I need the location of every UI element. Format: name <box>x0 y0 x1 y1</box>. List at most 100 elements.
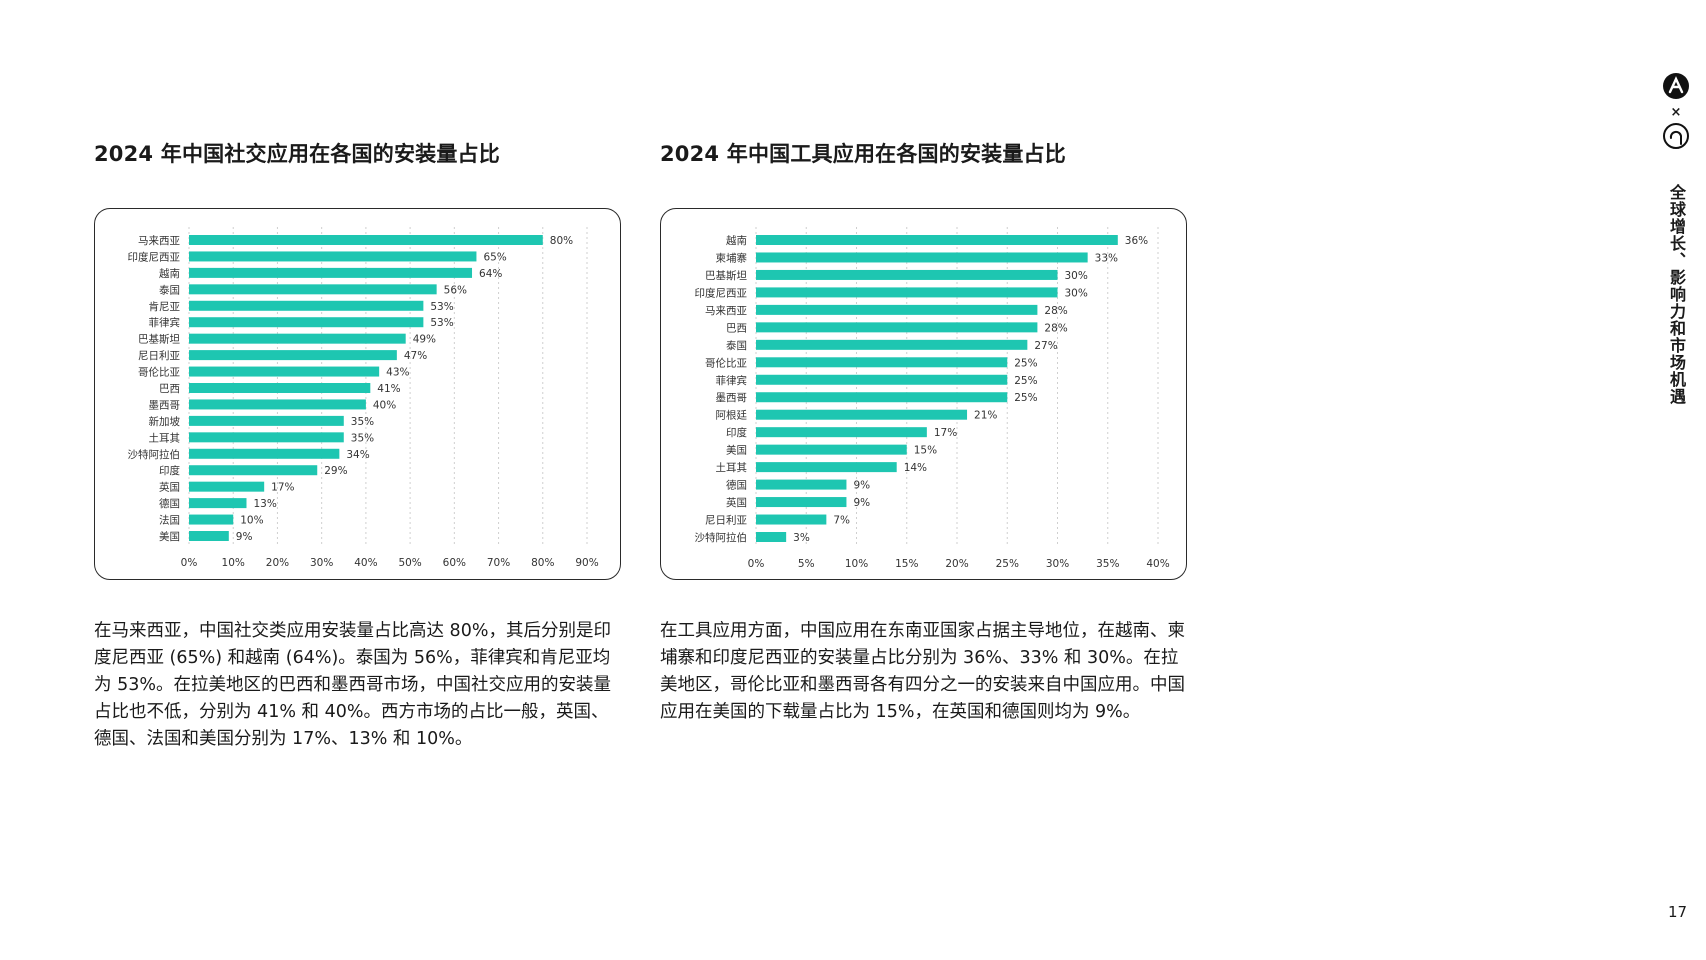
tool-category-label: 沙特阿拉伯 <box>695 531 748 544</box>
social-tick-label: 40% <box>354 557 377 569</box>
social-bar <box>189 235 543 245</box>
social-value-label: 56% <box>444 284 467 296</box>
social-value-label: 43% <box>386 367 409 379</box>
tool-category-label: 土耳其 <box>716 461 748 474</box>
social-bar <box>189 350 397 361</box>
social-value-label: 41% <box>377 383 400 395</box>
social-value-label: 34% <box>346 449 369 461</box>
social-chart-description: 在马来西亚，中国社交类应用安装量占比高达 80%，其后分别是印度尼西亚 (65%… <box>94 621 611 749</box>
social-bar <box>189 481 265 492</box>
social-category-label: 土耳其 <box>149 431 181 444</box>
social-value-label: 10% <box>240 515 263 527</box>
social-value-label: 9% <box>236 531 253 543</box>
tool-tick-label: 30% <box>1046 558 1069 570</box>
social-bar <box>189 300 424 311</box>
social-chart-svg: 马来西亚 80% 印度尼西亚 65% 越南 64% 泰国 56% 肯尼亚 53% 菲律宾 53% 巴基斯… <box>128 227 599 569</box>
tool-bar <box>756 252 1088 263</box>
tool-tick-label: 5% <box>798 558 815 570</box>
social-category-label: 墨西哥 <box>149 399 181 411</box>
tool-category-label: 阿根廷 <box>716 409 748 422</box>
tool-tick-label: 20% <box>945 558 968 570</box>
social-value-label: 29% <box>324 465 347 477</box>
social-category-label: 沙特阿拉伯 <box>128 448 181 461</box>
partner-logo-icon <box>1663 123 1689 149</box>
tool-category-label: 菲律宾 <box>716 374 748 387</box>
social-tick-label: 30% <box>310 557 333 569</box>
social-value-label: 47% <box>404 350 427 362</box>
cross-symbol: × <box>1670 105 1682 120</box>
tool-bar <box>756 269 1058 280</box>
tool-tick-label: 35% <box>1096 558 1119 570</box>
tool-category-label: 墨西哥 <box>716 392 748 404</box>
tool-bar <box>756 392 1008 403</box>
tool-value-label: 30% <box>1065 287 1088 299</box>
social-chart: 马来西亚 80% 印度尼西亚 65% 越南 64% 泰国 56% 肯尼亚 53% 菲律宾 53% 巴基斯… <box>94 208 621 580</box>
social-value-label: 13% <box>253 498 276 510</box>
social-category-label: 美国 <box>159 530 180 543</box>
tool-value-label: 27% <box>1034 340 1057 352</box>
tool-value-label: 25% <box>1014 375 1037 387</box>
social-tick-label: 0% <box>181 557 198 569</box>
social-bar <box>189 251 477 262</box>
social-bar <box>189 514 234 525</box>
tool-value-label: 14% <box>904 462 927 474</box>
social-value-label: 53% <box>430 301 453 313</box>
tool-value-label: 15% <box>914 445 937 457</box>
tool-value-label: 30% <box>1065 270 1088 282</box>
social-tick-label: 50% <box>398 557 421 569</box>
tool-chart-description: 在工具应用方面，中国应用在东南亚国家占据主导地位，在越南、柬埔寨和印度尼西亚的安… <box>660 621 1185 722</box>
social-category-label: 法国 <box>159 514 180 527</box>
tool-tick-label: 40% <box>1146 558 1169 570</box>
tool-value-label: 25% <box>1014 357 1037 369</box>
social-tick-label: 20% <box>266 557 289 569</box>
social-category-label: 肯尼亚 <box>149 300 181 313</box>
social-category-label: 泰国 <box>159 283 180 296</box>
tool-chart: 越南 36% 柬埔寨 33% 巴基斯坦 30% 印度尼西亚 30% 马来西亚 28% 巴西 28% 泰国… <box>660 208 1187 580</box>
sidebar-brand: × <box>1658 72 1694 154</box>
tool-bar <box>756 514 827 525</box>
social-tick-label: 60% <box>443 557 466 569</box>
tool-category-label: 巴基斯坦 <box>705 269 747 282</box>
tool-category-label: 马来西亚 <box>705 305 747 317</box>
tool-category-label: 巴西 <box>726 322 747 334</box>
tool-bar <box>756 532 787 542</box>
tool-category-label: 印度尼西亚 <box>695 286 748 299</box>
social-bar <box>189 448 340 459</box>
tool-tick-label: 10% <box>845 558 868 570</box>
social-value-label: 35% <box>351 416 374 428</box>
tool-bar <box>756 235 1118 245</box>
social-category-label: 新加坡 <box>149 415 181 428</box>
social-category-label: 菲律宾 <box>149 316 181 329</box>
tool-category-label: 哥伦比亚 <box>705 356 747 369</box>
social-bar <box>189 465 318 476</box>
social-bar <box>189 317 424 328</box>
tool-bar <box>756 287 1058 298</box>
social-category-label: 哥伦比亚 <box>138 366 180 379</box>
tool-category-label: 尼日利亚 <box>705 515 747 527</box>
social-category-label: 巴西 <box>159 383 180 395</box>
tool-value-label: 28% <box>1044 305 1067 317</box>
social-category-label: 英国 <box>159 481 180 494</box>
social-category-label: 德国 <box>159 497 180 510</box>
tool-bar <box>756 409 968 420</box>
social-bar <box>189 284 437 295</box>
social-tick-label: 70% <box>487 557 510 569</box>
social-value-label: 65% <box>483 251 506 263</box>
tool-category-label: 泰国 <box>726 339 747 352</box>
tool-chart-title: 2024 年中国工具应用在各国的安装量占比 <box>660 142 1066 166</box>
tool-bar <box>756 374 1008 385</box>
social-tick-label: 90% <box>575 557 598 569</box>
social-bar <box>189 531 229 541</box>
social-bar <box>189 415 344 426</box>
social-category-label: 巴基斯坦 <box>138 333 180 346</box>
tool-value-label: 9% <box>853 497 870 509</box>
social-category-label: 印度 <box>159 464 180 477</box>
tool-bar <box>756 462 897 473</box>
tool-category-label: 印度 <box>726 426 747 439</box>
page-number: 17 <box>1668 903 1688 921</box>
tool-value-label: 9% <box>853 480 870 492</box>
social-category-label: 马来西亚 <box>138 235 180 247</box>
social-category-label: 越南 <box>159 267 180 280</box>
tool-value-label: 33% <box>1095 252 1118 264</box>
social-category-label: 印度尼西亚 <box>128 250 181 263</box>
